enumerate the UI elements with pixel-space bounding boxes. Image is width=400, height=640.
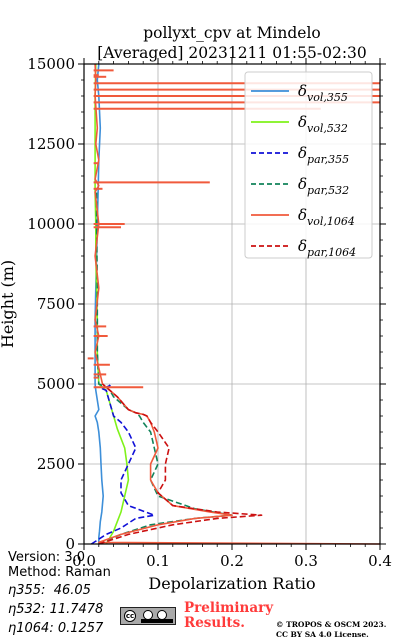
footer-eta355: η355: 46.05 [8, 583, 91, 598]
legend: δvol,355 δvol,532 δpar,355 δpar,532 δvol,106… [244, 71, 373, 259]
legend-label-vol-532: δvol,532 [298, 113, 348, 135]
footer-version: Version: 3.0 [8, 550, 85, 565]
x-tick-label: 0.4 [368, 552, 392, 570]
y-tick-label: 7500 [37, 295, 75, 313]
series-line-vol-355 [94, 63, 104, 544]
y-tick-label: 15000 [27, 55, 75, 73]
y-tick-label: 5000 [37, 375, 75, 393]
license-bar [141, 619, 173, 623]
copyright-line2: CC BY SA 4.0 License. [276, 629, 369, 639]
copyright-notice: © TROPOS & OSCM 2023. CC BY SA 4.0 Licen… [276, 620, 386, 639]
preliminary-line1: Preliminary [184, 600, 274, 616]
legend-label-par-355: δpar,355 [298, 144, 349, 166]
cc-license-badge: cc [120, 607, 176, 625]
y-tick-label: 10000 [27, 215, 75, 233]
y-tick-label: 2500 [37, 455, 75, 473]
x-tick-label: 0.3 [294, 552, 318, 570]
y-tick-label: 0 [65, 535, 75, 553]
chart-title: pollyxt_cpv at Mindelo [143, 24, 321, 42]
legend-label-vol-355: δvol,355 [298, 82, 348, 104]
footer-eta532: η532: 11.7478 [8, 602, 104, 617]
footer-method: Method: Raman [8, 565, 111, 580]
y-axis-label: Height (m) [0, 260, 17, 348]
depolarization-chart: pollyxt_cpv at Mindelo [Averaged] 202312… [0, 24, 392, 593]
series-line-vol-1064 [94, 63, 381, 545]
chart-subtitle: [Averaged] 20231211 01:55-02:30 [97, 44, 367, 62]
cc-logo-icon: cc [124, 610, 136, 622]
series-layer [87, 63, 381, 545]
legend-label-vol-1064: δvol,1064 [298, 206, 355, 228]
x-tick-label: 0.0 [72, 552, 96, 570]
axis-ticks: 0.0 0.1 0.2 0.3 0.4 0 2500 5000 7500 10000 12500 15… [27, 55, 392, 570]
preliminary-line2: Results. [184, 615, 245, 631]
x-tick-label: 0.1 [146, 552, 170, 570]
legend-box [244, 71, 373, 259]
footer-eta1064: η1064: 0.1257 [8, 621, 104, 636]
legend-label-par-532: δpar,532 [298, 175, 349, 197]
x-axis-label: Depolarization Ratio [148, 574, 315, 593]
series-line-par-532 [95, 192, 233, 545]
x-tick-label: 0.2 [220, 552, 244, 570]
legend-label-par-1064: δpar,1064 [298, 237, 356, 259]
copyright-line1: © TROPOS & OSCM 2023. [276, 620, 387, 629]
series-line-par-355 [90, 383, 156, 545]
series-line-par-1064 [98, 383, 263, 545]
y-tick-label: 12500 [27, 135, 75, 153]
preliminary-notice: Preliminary Results. [184, 601, 273, 631]
